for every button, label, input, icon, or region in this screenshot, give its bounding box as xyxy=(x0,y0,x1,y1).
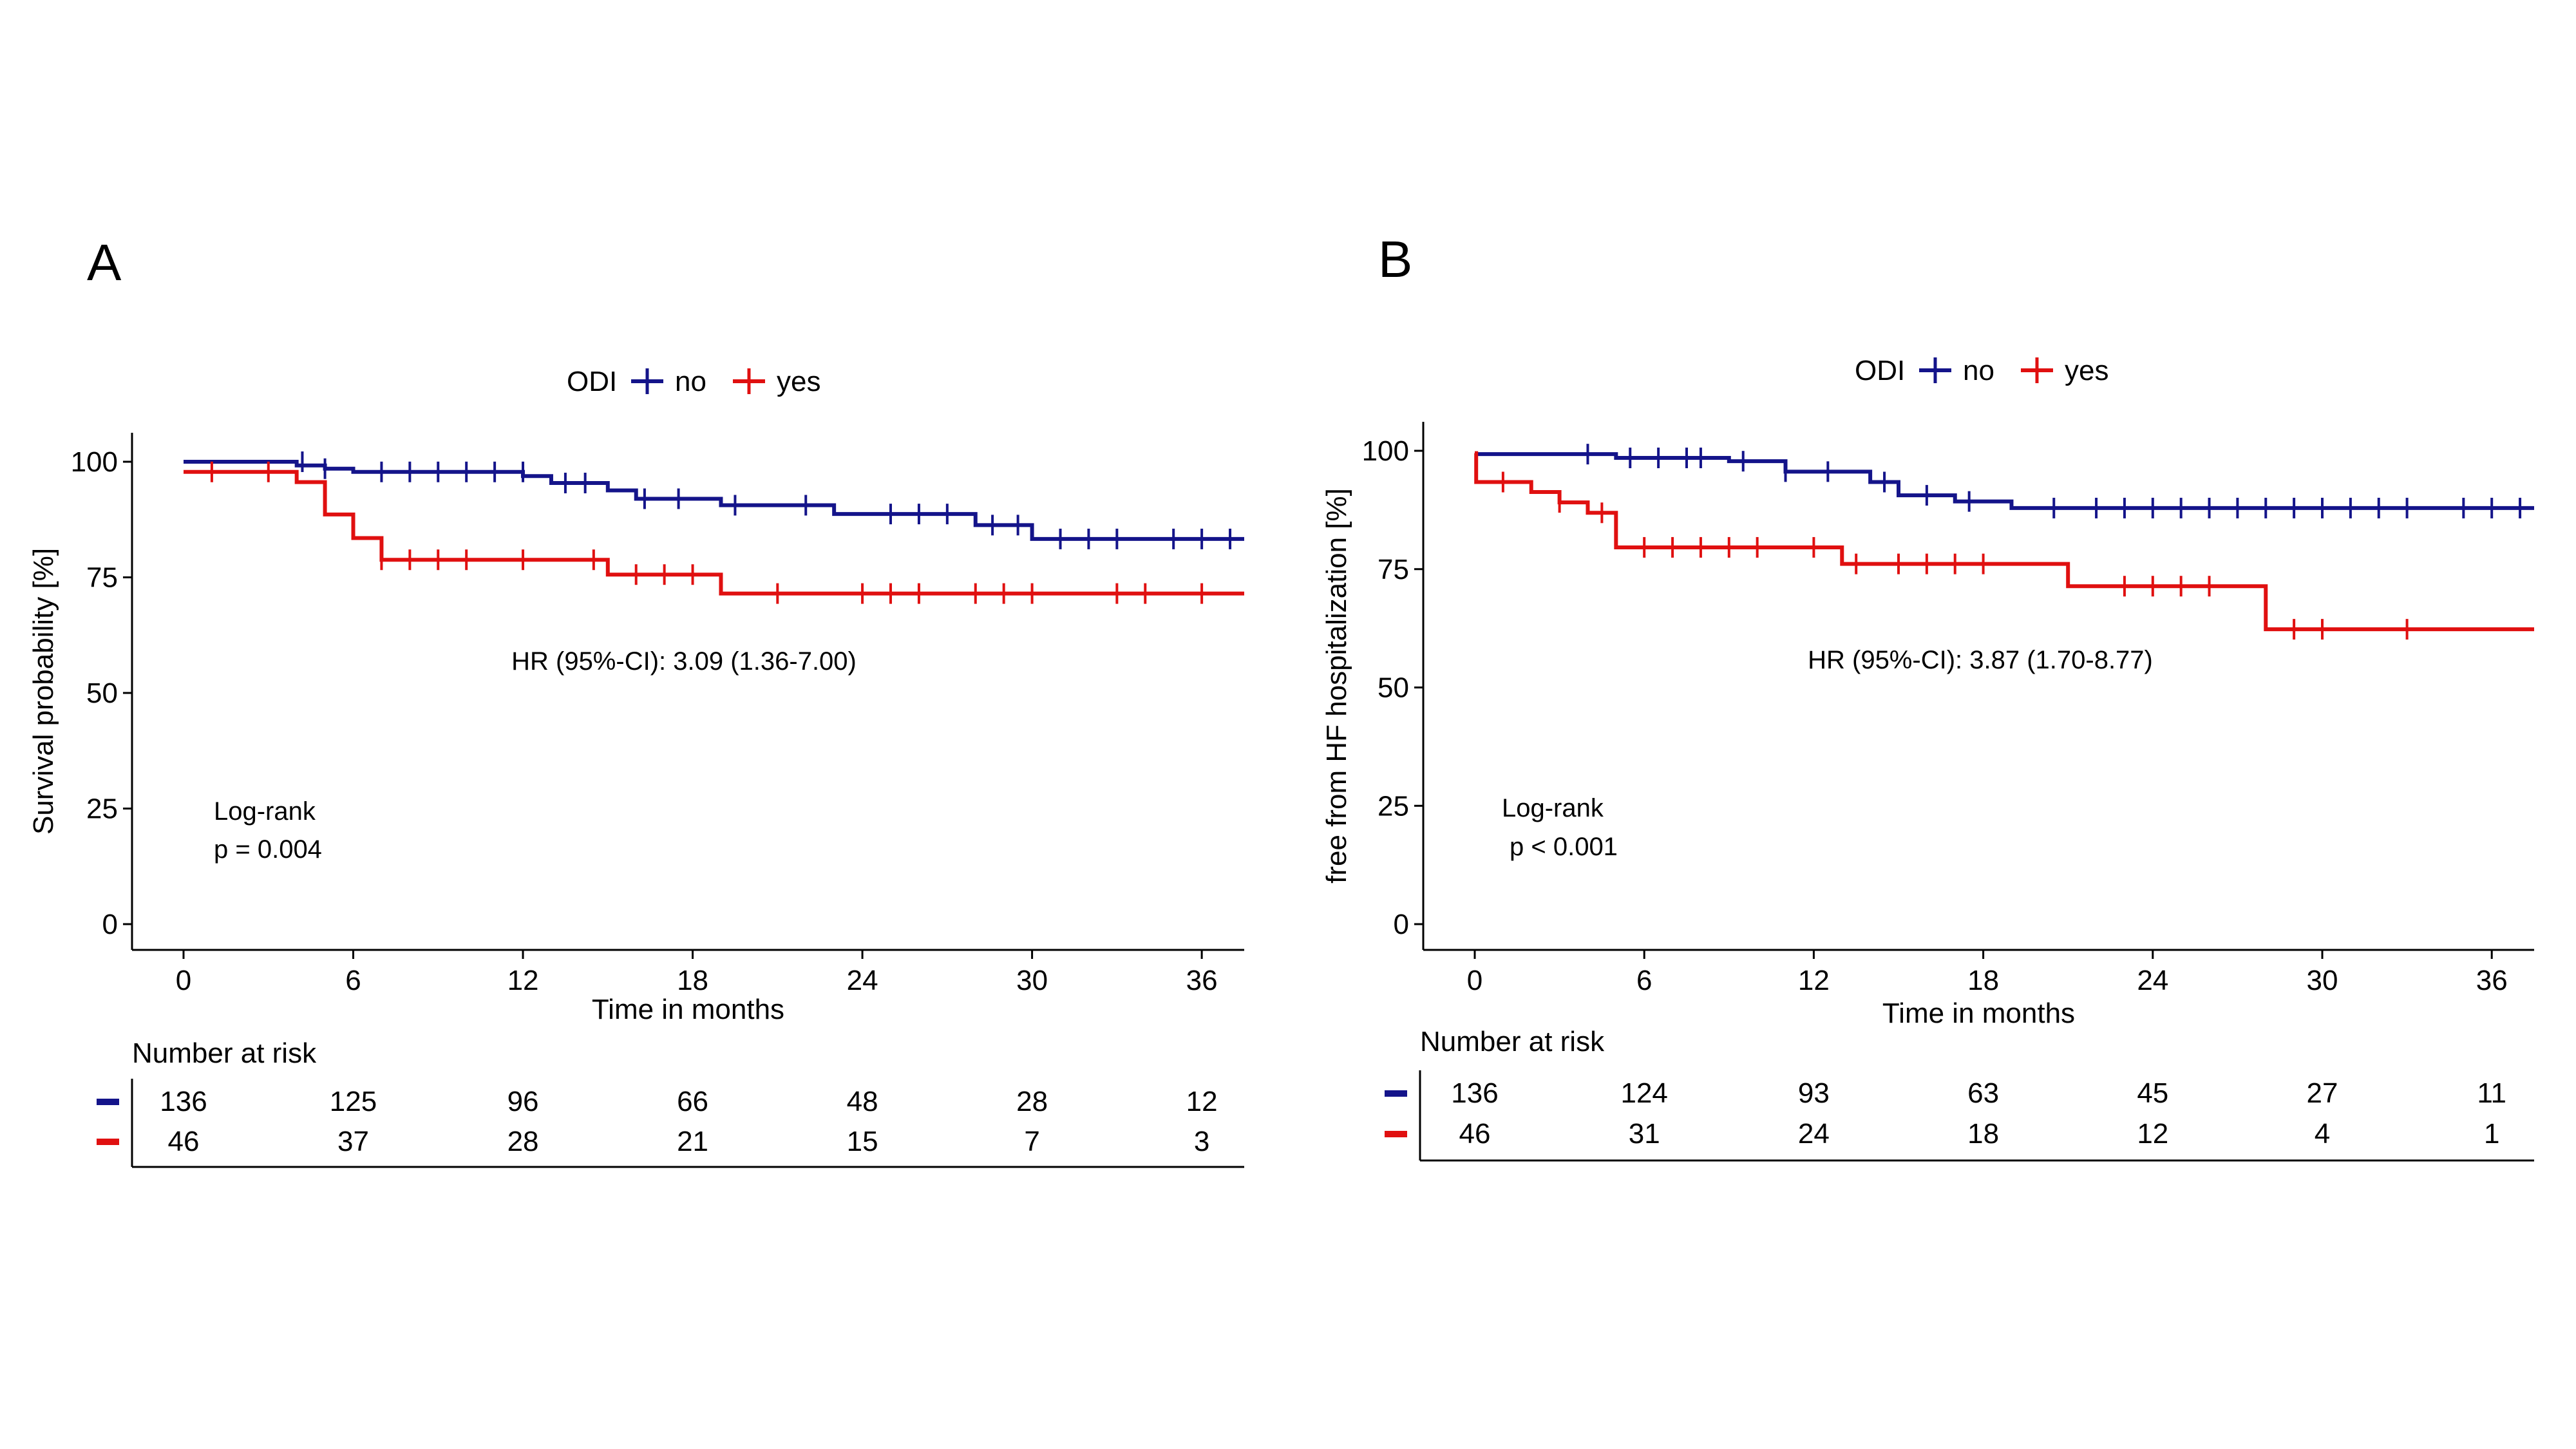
x-tick-label: 6 xyxy=(345,965,361,996)
km-curve-no xyxy=(1475,452,2534,510)
km-curve-yes xyxy=(184,469,1244,596)
x-tick-label: 6 xyxy=(1636,965,1652,996)
km-curve-no xyxy=(184,460,1244,541)
x-axis-title: Time in months xyxy=(592,994,784,1025)
risk-count: 93 xyxy=(1798,1077,1830,1109)
km-curve-yes xyxy=(1474,451,2534,632)
y-tick-label: 0 xyxy=(1394,909,1409,940)
risk-count: 136 xyxy=(1451,1077,1498,1109)
y-tick-label: 50 xyxy=(86,677,118,709)
hazard-ratio-text: HR (95%-CI): 3.09 (1.36-7.00) xyxy=(511,647,857,676)
x-tick-label: 24 xyxy=(2137,965,2168,996)
risk-count: 37 xyxy=(337,1126,369,1157)
panel-letter: B xyxy=(1378,231,1412,288)
x-tick-label: 0 xyxy=(176,965,191,996)
legend-title: ODI xyxy=(567,366,617,397)
legend-title: ODI xyxy=(1855,355,1905,386)
panel-letter: A xyxy=(87,234,122,291)
x-tick-label: 12 xyxy=(507,965,539,996)
panel-B: B ODI no yes 0 25 50 75 100 0 6 12 18 24 30 36 Time in m… xyxy=(1321,231,2534,1162)
y-tick-label: 25 xyxy=(86,793,118,825)
risk-count: 46 xyxy=(1459,1118,1491,1150)
legend: ODI no yes xyxy=(1855,355,2108,386)
legend: ODI no yes xyxy=(567,366,820,397)
risk-count: 48 xyxy=(847,1086,878,1117)
risk-count: 96 xyxy=(507,1086,539,1117)
risk-count: 66 xyxy=(677,1086,708,1117)
y-tick-label: 100 xyxy=(71,446,118,478)
risk-count: 31 xyxy=(1629,1118,1660,1150)
y-tick-label: 25 xyxy=(1378,790,1409,822)
legend-label-yes: yes xyxy=(2065,355,2108,386)
logrank-pvalue: p < 0.001 xyxy=(1510,833,1618,861)
risk-table-title: Number at risk xyxy=(1420,1026,1605,1057)
risk-count: 3 xyxy=(1194,1126,1209,1157)
risk-count: 27 xyxy=(2307,1077,2338,1109)
risk-count: 63 xyxy=(1967,1077,1999,1109)
risk-count: 45 xyxy=(2137,1077,2168,1109)
risk-count: 11 xyxy=(2477,1077,2506,1109)
y-tick-label: 0 xyxy=(102,909,118,940)
risk-count: 21 xyxy=(677,1126,708,1157)
risk-count: 18 xyxy=(1967,1118,1999,1150)
logrank-label: Log-rank xyxy=(214,797,316,826)
legend-label-no: no xyxy=(1963,355,1994,386)
risk-count: 28 xyxy=(1016,1086,1048,1117)
logrank-label: Log-rank xyxy=(1502,794,1604,822)
risk-count: 28 xyxy=(507,1126,539,1157)
risk-count: 24 xyxy=(1798,1118,1830,1150)
y-tick-label: 50 xyxy=(1378,672,1409,704)
x-tick-label: 36 xyxy=(1186,965,1218,996)
legend-label-yes: yes xyxy=(777,366,820,397)
risk-count: 12 xyxy=(1186,1086,1218,1117)
risk-count: 125 xyxy=(330,1086,377,1117)
risk-count: 15 xyxy=(847,1126,878,1157)
hazard-ratio-text: HR (95%-CI): 3.87 (1.70-8.77) xyxy=(1808,646,2153,674)
risk-count: 12 xyxy=(2137,1118,2168,1150)
x-tick-label: 30 xyxy=(2307,965,2338,996)
x-tick-label: 18 xyxy=(677,965,708,996)
x-tick-label: 12 xyxy=(1798,965,1830,996)
y-tick-label: 100 xyxy=(1362,435,1409,467)
y-axis-title: free from HF hospitalization [%] xyxy=(1321,488,1352,884)
panel-A: A ODI no yes 0 25 50 75 100 0 6 12 18 24 30 36 Time in m… xyxy=(28,234,1244,1168)
logrank-pvalue: p = 0.004 xyxy=(214,835,322,864)
y-tick-label: 75 xyxy=(1378,554,1409,585)
y-axis-title: Survival probability [%] xyxy=(28,548,59,835)
risk-count: 136 xyxy=(160,1086,207,1117)
risk-table-title: Number at risk xyxy=(132,1037,317,1069)
risk-count: 46 xyxy=(168,1126,200,1157)
risk-count: 124 xyxy=(1620,1077,1667,1109)
risk-count: 7 xyxy=(1024,1126,1039,1157)
x-tick-label: 30 xyxy=(1016,965,1048,996)
x-tick-label: 36 xyxy=(2476,965,2508,996)
risk-count: 1 xyxy=(2484,1118,2499,1150)
legend-label-no: no xyxy=(675,366,706,397)
x-tick-label: 24 xyxy=(847,965,878,996)
risk-count: 4 xyxy=(2315,1118,2330,1150)
x-tick-label: 0 xyxy=(1467,965,1482,996)
x-axis-title: Time in months xyxy=(1882,998,2075,1029)
y-tick-label: 75 xyxy=(86,562,118,594)
x-tick-label: 18 xyxy=(1967,965,1999,996)
